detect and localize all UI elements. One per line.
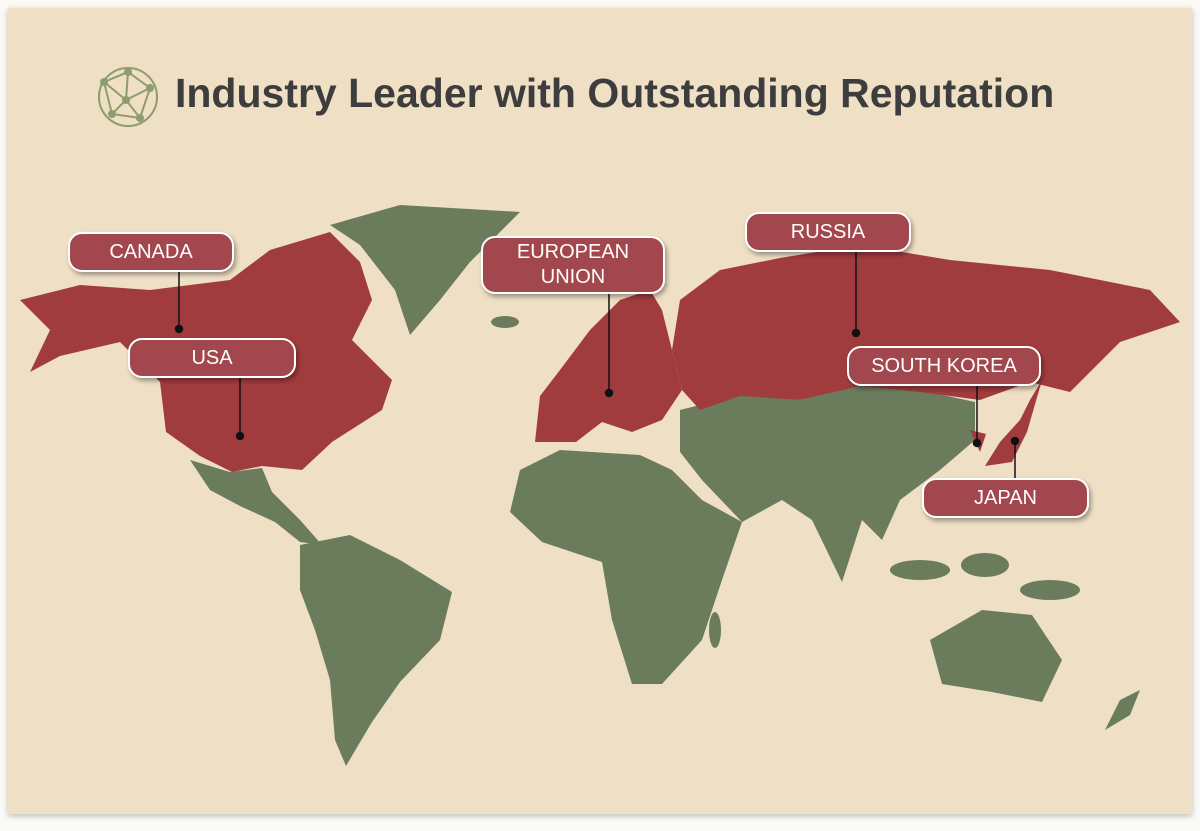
country-label: CANADA xyxy=(68,232,234,272)
country-label: EUROPEAN UNION xyxy=(481,236,665,294)
land xyxy=(190,205,1140,766)
title: Industry Leader with Outstanding Reputat… xyxy=(175,70,1055,116)
icon-nodes xyxy=(100,68,154,122)
country-label: SOUTH KOREA xyxy=(847,346,1041,386)
country-label: USA xyxy=(128,338,296,378)
leader-lines xyxy=(174,252,1020,478)
country-label: JAPAN xyxy=(922,478,1089,518)
location-dot xyxy=(1010,436,1020,446)
location-dot xyxy=(604,388,614,398)
location-dot xyxy=(851,328,861,338)
country-label: RUSSIA xyxy=(745,212,911,252)
location-dot xyxy=(972,438,982,448)
location-dot xyxy=(235,431,245,441)
location-dot xyxy=(174,324,184,334)
